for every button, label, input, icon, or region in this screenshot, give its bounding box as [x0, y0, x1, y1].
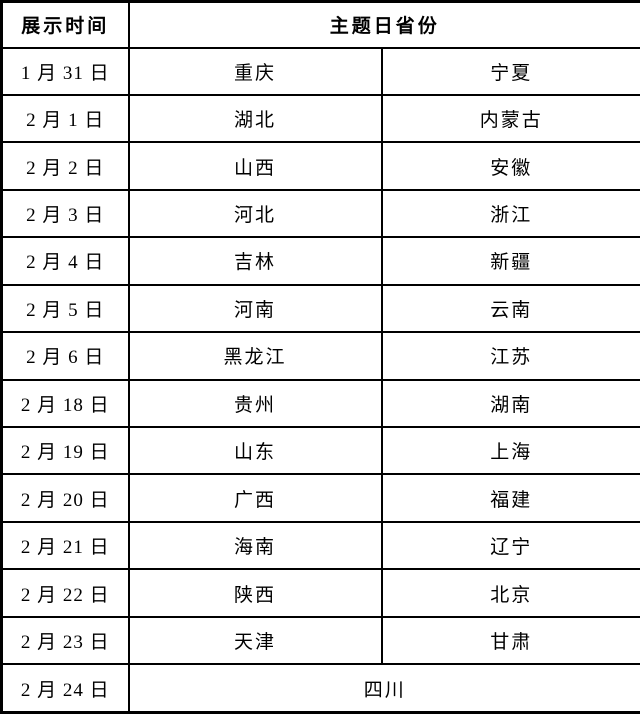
province-cell: 云南 — [380, 283, 640, 334]
province-cell: 安徽 — [380, 141, 640, 191]
province-cell: 湖北 — [127, 93, 383, 144]
header-row: 展示时间 主题日省份 — [0, 0, 640, 49]
province-cell: 重庆 — [127, 46, 383, 96]
date-cell: 2 月 18 日 — [0, 378, 130, 429]
header-display-time: 展示时间 — [0, 0, 130, 49]
province-cell: 内蒙古 — [380, 93, 640, 144]
table-row: 2 月 20 日 广西 福建 — [0, 473, 640, 523]
province-cell-merged: 四川 — [127, 663, 640, 714]
date-cell: 2 月 22 日 — [0, 568, 130, 618]
date-cell: 2 月 19 日 — [0, 425, 130, 476]
province-cell: 北京 — [380, 568, 640, 618]
province-cell: 甘肃 — [380, 615, 640, 666]
date-cell: 2 月 24 日 — [0, 663, 130, 714]
date-cell: 2 月 6 日 — [0, 331, 130, 381]
table-row: 2 月 5 日 河南 云南 — [0, 283, 640, 334]
province-cell: 湖南 — [380, 378, 640, 429]
province-cell: 江苏 — [380, 331, 640, 381]
date-cell: 2 月 23 日 — [0, 615, 130, 666]
date-cell: 1 月 31 日 — [0, 46, 130, 96]
table-row: 2 月 4 日 吉林 新疆 — [0, 236, 640, 286]
date-cell: 2 月 1 日 — [0, 93, 130, 144]
table-row: 2 月 3 日 河北 浙江 — [0, 188, 640, 239]
province-cell: 天津 — [127, 615, 383, 666]
date-cell: 2 月 5 日 — [0, 283, 130, 334]
table-row: 2 月 21 日 海南 辽宁 — [0, 520, 640, 571]
province-cell: 河南 — [127, 283, 383, 334]
province-cell: 新疆 — [380, 236, 640, 286]
province-cell: 辽宁 — [380, 520, 640, 571]
province-cell: 黑龙江 — [127, 331, 383, 381]
table-row: 2 月 24 日 四川 — [0, 663, 640, 714]
table-row: 2 月 19 日 山东 上海 — [0, 425, 640, 476]
date-cell: 2 月 20 日 — [0, 473, 130, 523]
province-cell: 吉林 — [127, 236, 383, 286]
province-cell: 贵州 — [127, 378, 383, 429]
table-row: 2 月 22 日 陕西 北京 — [0, 568, 640, 618]
province-cell: 广西 — [127, 473, 383, 523]
date-cell: 2 月 21 日 — [0, 520, 130, 571]
date-cell: 2 月 2 日 — [0, 141, 130, 191]
province-cell: 河北 — [127, 188, 383, 239]
table-row: 2 月 23 日 天津 甘肃 — [0, 615, 640, 666]
province-cell: 山东 — [127, 425, 383, 476]
table-row: 2 月 1 日 湖北 内蒙古 — [0, 93, 640, 144]
province-cell: 陕西 — [127, 568, 383, 618]
province-cell: 海南 — [127, 520, 383, 571]
date-cell: 2 月 3 日 — [0, 188, 130, 239]
province-cell: 山西 — [127, 141, 383, 191]
province-cell: 福建 — [380, 473, 640, 523]
table-row: 2 月 2 日 山西 安徽 — [0, 141, 640, 191]
table-row: 1 月 31 日 重庆 宁夏 — [0, 46, 640, 96]
province-cell: 浙江 — [380, 188, 640, 239]
header-theme-day-province: 主题日省份 — [127, 0, 640, 49]
table-row: 2 月 6 日 黑龙江 江苏 — [0, 331, 640, 381]
province-cell: 宁夏 — [380, 46, 640, 96]
date-cell: 2 月 4 日 — [0, 236, 130, 286]
table-row: 2 月 18 日 贵州 湖南 — [0, 378, 640, 429]
province-cell: 上海 — [380, 425, 640, 476]
